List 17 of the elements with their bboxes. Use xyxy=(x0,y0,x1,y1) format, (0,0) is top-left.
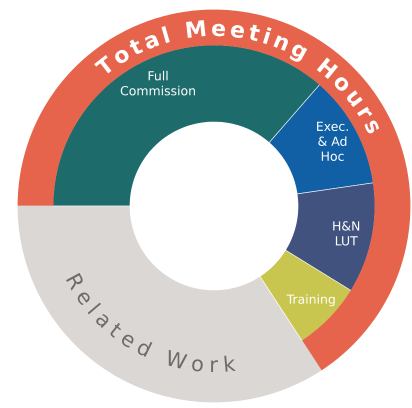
category-label: t xyxy=(250,24,260,42)
category-label: n xyxy=(273,35,288,51)
category-label: M xyxy=(186,20,206,38)
slice-label: Full Commission xyxy=(120,70,195,96)
category-label: e xyxy=(231,25,244,38)
slice-label: Exec. & Ad Hoc xyxy=(317,122,348,161)
category-label: o xyxy=(115,50,129,64)
category-label: T xyxy=(94,55,112,74)
category-label: i xyxy=(262,27,272,44)
category-label: s xyxy=(364,120,380,134)
category-label: g xyxy=(289,44,308,62)
category-label: t xyxy=(129,40,144,54)
slice-label: H&N LUT xyxy=(333,221,360,246)
category-label: a xyxy=(144,35,160,49)
category-label: l xyxy=(161,26,170,44)
slice-label: Training xyxy=(286,294,335,306)
category-label: e xyxy=(212,24,225,36)
